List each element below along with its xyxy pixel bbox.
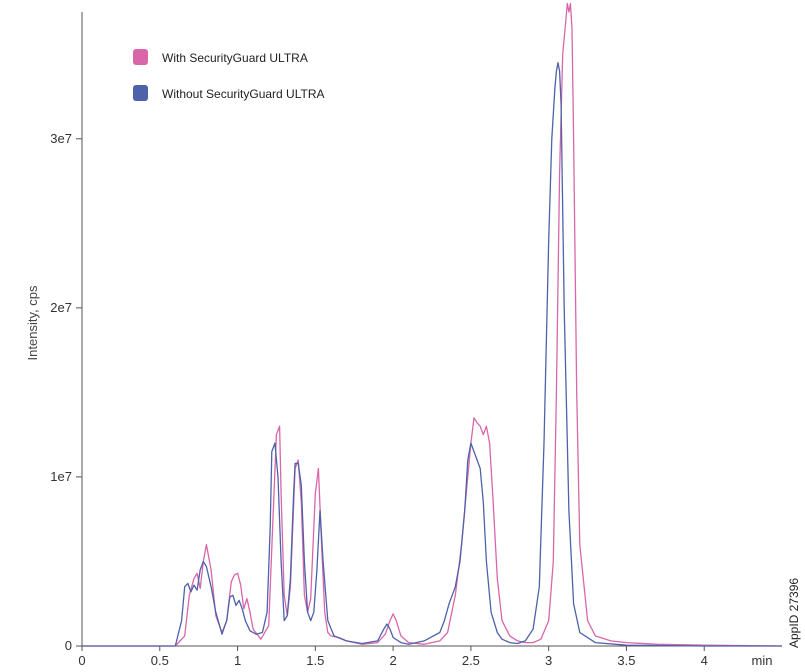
x-tick-label: 1 [234,653,241,668]
x-axis-unit-label: min [752,653,773,668]
y-tick-label: 2e7 [50,300,72,315]
axes [81,12,782,647]
y-tick-label: 1e7 [50,469,72,484]
x-tick-label: 4 [701,653,708,668]
x-tick-label: 0.5 [151,653,169,668]
series-line-1 [82,62,782,647]
x-tick-label: 3.5 [617,653,635,668]
series-line-0 [82,2,783,647]
legend-swatch-without [133,85,148,101]
app-id-label: AppID 27396 [787,578,801,648]
y-ticks: 0 1e7 2e7 3e7 [50,131,82,653]
x-tick-label: 0 [78,653,85,668]
y-axis-label: Intensity, cps [25,285,40,360]
y-tick-label: 3e7 [50,131,72,146]
y-tick-label: 0 [65,638,72,653]
x-tick-label: 3 [545,653,552,668]
series-layer [82,2,783,647]
legend-label-without: Without SecurityGuard ULTRA [162,87,325,101]
legend: With SecurityGuard ULTRA Without Securit… [133,49,325,101]
legend-swatch-with [133,49,148,65]
x-tick-label: 2 [389,653,396,668]
x-tick-label: 2.5 [462,653,480,668]
legend-label-with: With SecurityGuard ULTRA [162,51,308,65]
x-ticks: 0 0.5 1 1.5 2 2.5 3 3.5 4 [78,646,708,668]
x-tick-label: 1.5 [306,653,324,668]
